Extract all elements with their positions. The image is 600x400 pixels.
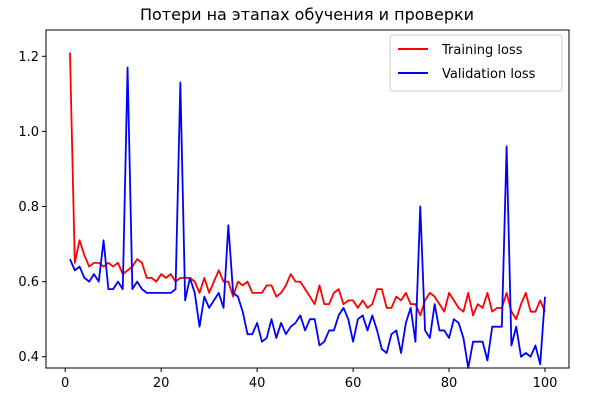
x-tick-label: 40 [249,376,266,391]
legend-label-validation: Validation loss [442,67,536,82]
x-tick-label: 80 [441,376,458,391]
y-axis: 0.4 0.6 0.8 1.0 1.2 [18,50,46,365]
legend-box [389,34,563,92]
training-loss-line [69,52,546,321]
y-tick-label: 0.6 [18,275,39,290]
axes-frame [45,29,570,369]
x-tick-label: 0 [61,376,69,391]
y-tick-label: 0.4 [18,350,39,365]
y-tick-label: 0.8 [18,200,39,215]
plot-area [69,52,546,369]
legend-label-training: Training loss [441,43,523,58]
legend: Training loss Validation loss [389,34,563,92]
y-tick-label: 1.2 [18,50,39,65]
chart-title: Потери на этапах обучения и проверки [140,5,474,24]
y-tick-label: 1.0 [18,125,39,140]
validation-loss-line [69,66,546,369]
x-tick-label: 100 [533,376,558,391]
x-tick-label: 60 [345,376,362,391]
x-axis: 0 20 40 60 80 100 [61,368,557,391]
x-tick-label: 20 [153,376,170,391]
